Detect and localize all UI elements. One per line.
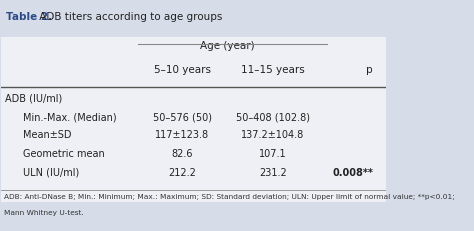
- Text: ADB (IU/ml): ADB (IU/ml): [5, 94, 63, 104]
- Text: Geometric mean: Geometric mean: [23, 149, 104, 159]
- Text: 50–408 (102.8): 50–408 (102.8): [236, 112, 310, 122]
- Text: ULN (IU/ml): ULN (IU/ml): [23, 167, 79, 178]
- Text: Mann Whitney U-test.: Mann Whitney U-test.: [4, 210, 84, 216]
- Text: 117±123.8: 117±123.8: [155, 130, 210, 140]
- Text: 5–10 years: 5–10 years: [154, 65, 211, 75]
- FancyBboxPatch shape: [1, 37, 386, 202]
- Text: 50–576 (50): 50–576 (50): [153, 112, 212, 122]
- Text: 0.008**: 0.008**: [332, 167, 373, 178]
- Text: 212.2: 212.2: [168, 167, 196, 178]
- Text: 82.6: 82.6: [172, 149, 193, 159]
- Text: Mean±SD: Mean±SD: [23, 130, 71, 140]
- Text: 137.2±104.8: 137.2±104.8: [241, 130, 304, 140]
- Text: p: p: [366, 65, 373, 75]
- Text: Table 2.: Table 2.: [6, 12, 52, 22]
- Text: ADB: Anti-DNase B; Min.: Minimum; Max.: Maximum; SD: Standard deviation; ULN: Up: ADB: Anti-DNase B; Min.: Minimum; Max.: …: [4, 194, 455, 200]
- Text: ADB titers according to age groups: ADB titers according to age groups: [36, 12, 223, 22]
- Text: 107.1: 107.1: [259, 149, 287, 159]
- Text: Age (year): Age (year): [201, 41, 255, 51]
- Text: 11–15 years: 11–15 years: [241, 65, 305, 75]
- Text: 231.2: 231.2: [259, 167, 287, 178]
- Text: Min.-Max. (Median): Min.-Max. (Median): [23, 112, 116, 122]
